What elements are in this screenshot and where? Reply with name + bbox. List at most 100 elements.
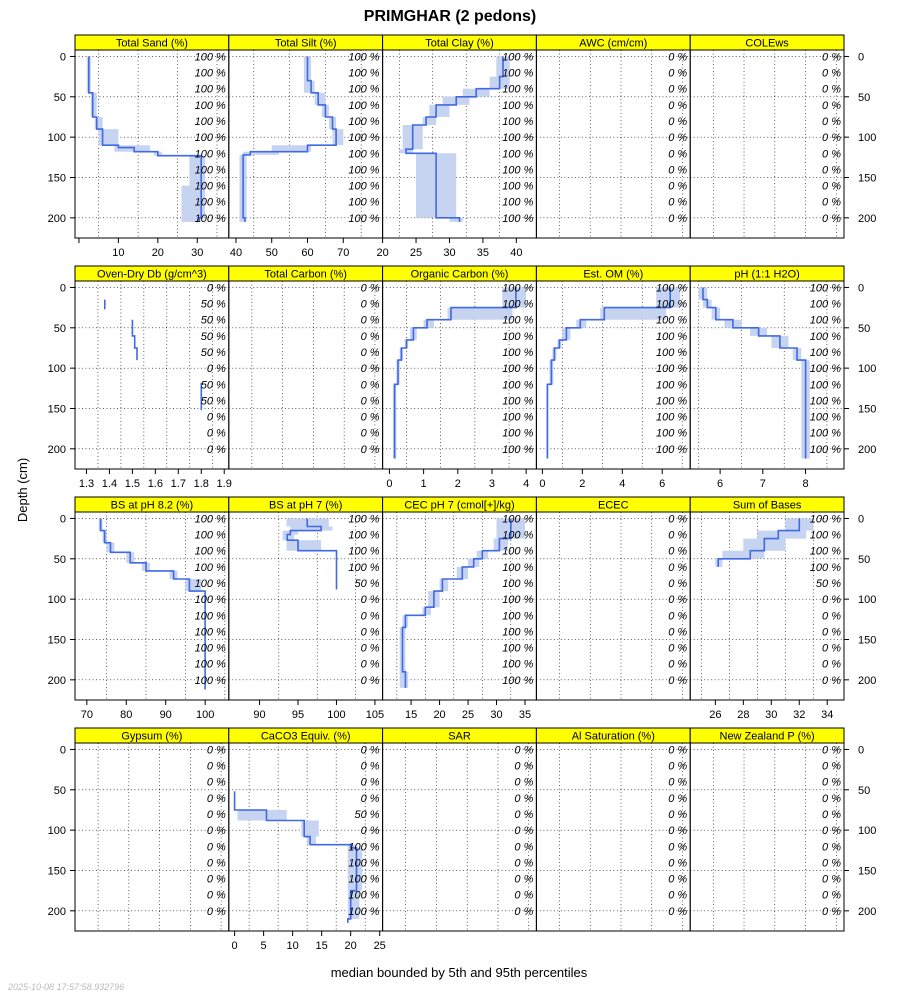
data-percent-label: 100 % <box>656 331 687 343</box>
data-percent-label: 0 % <box>361 428 380 440</box>
median-line <box>233 791 358 923</box>
data-percent-label: 100 % <box>348 148 379 160</box>
data-percent-label: 50 % <box>201 315 226 327</box>
median-line <box>242 56 337 222</box>
data-percent-label: 0 % <box>514 874 533 886</box>
data-percent-label: 0 % <box>361 761 380 773</box>
data-percent-label: 0 % <box>668 116 687 128</box>
data-percent-label: 100 % <box>502 395 533 407</box>
median-line <box>88 56 202 222</box>
data-percent-label: 100 % <box>502 315 533 327</box>
data-percent-label: 100 % <box>502 132 533 144</box>
x-tick-label: 2 <box>579 478 585 490</box>
y-tick-label-right: 150 <box>858 634 876 646</box>
panel-title: Total Clay (%) <box>425 38 493 50</box>
data-percent-label: 100 % <box>195 68 226 80</box>
depth-axis-row-3: 0 0 50 50 100 100 150 150 200 200 <box>48 744 877 917</box>
data-percent-label: 100 % <box>502 116 533 128</box>
x-tick-label: 6 <box>717 478 723 490</box>
data-percent-label: 100 % <box>810 282 841 294</box>
data-percent-label: 0 % <box>668 610 687 622</box>
panel-7: Organic Carbon (%)100 %100 %100 %100 %10… <box>382 265 537 490</box>
data-percent-label: 100 % <box>348 874 379 886</box>
data-percent-label: 100 % <box>348 116 379 128</box>
panel-title: COLEws <box>745 38 789 50</box>
data-percent-label: 100 % <box>195 594 226 606</box>
data-percent-label: 100 % <box>195 643 226 655</box>
median-line <box>131 319 138 361</box>
panel-1: Total Silt (%) 100 % 100 % 100 % 100 % 100 % 1… <box>228 34 384 259</box>
data-percent-label: 100 % <box>810 546 841 558</box>
x-tick-label: 70 <box>81 709 93 721</box>
panel-title: Total Silt (%) <box>275 38 337 50</box>
timestamp: 2025-10-08 17:57:58.932796 <box>7 982 124 992</box>
percentile-band <box>282 518 337 590</box>
panel-0: Total Sand (%) 100 % 100 % 100 % 100 % 100 % 1… <box>74 34 230 259</box>
data-percent-label: 0 % <box>668 578 687 590</box>
depth-axis-row-0: 0 0 50 50 100 100 150 150 200 200 <box>48 51 877 224</box>
data-percent-label: 100 % <box>502 347 533 359</box>
panel-11: BS at pH 7 (%) 100 % 100 % 100 % 100 % 50 % 0 … <box>228 496 384 721</box>
data-percent-label: 100 % <box>810 513 841 525</box>
panel-title: BS at pH 8.2 (%) <box>111 500 194 512</box>
data-percent-label: 0 % <box>207 857 226 869</box>
data-percent-label: 100 % <box>810 530 841 542</box>
data-percent-label: 100 % <box>348 530 379 542</box>
data-percent-label: 0 % <box>822 874 841 886</box>
data-percent-label: 100 % <box>502 412 533 424</box>
data-percent-label: 100 % <box>810 444 841 456</box>
x-tick-label: 28 <box>737 709 749 721</box>
y-tick-label-left: 50 <box>54 323 66 335</box>
percentile-band <box>98 518 206 690</box>
data-percent-label: 0 % <box>361 643 380 655</box>
data-percent-label: 100 % <box>195 148 226 160</box>
data-percent-label: 0 % <box>822 857 841 869</box>
y-tick-label-right: 100 <box>858 132 876 144</box>
panel-title: pH (1:1 H2O) <box>734 269 799 281</box>
y-tick-label-left: 200 <box>48 444 66 456</box>
y-tick-label-left: 50 <box>54 92 66 104</box>
data-percent-label: 0 % <box>207 761 226 773</box>
panel-title: Est. OM (%) <box>583 269 643 281</box>
data-percent-label: 0 % <box>822 213 841 225</box>
data-percent-label: 100 % <box>502 659 533 671</box>
y-tick-label-left: 150 <box>48 172 66 184</box>
x-tick-label: 30 <box>443 247 455 259</box>
x-tick-label: 35 <box>519 709 531 721</box>
y-tick-label-left: 0 <box>60 744 66 756</box>
x-tick-label: 1.4 <box>102 478 117 490</box>
data-percent-label: 100 % <box>348 857 379 869</box>
data-percent-label: 0 % <box>668 100 687 112</box>
data-percent-label: 0 % <box>361 282 380 294</box>
data-percent-label: 0 % <box>822 148 841 160</box>
panel-grid-lines <box>690 50 844 238</box>
y-tick-label-left: 200 <box>48 213 66 225</box>
panel-19: New Zealand P (%) 0 % 0 % 0 % 0 % 0 % 0 % 0 % 0 … <box>689 727 845 932</box>
median-line <box>546 287 672 459</box>
data-percent-label: 0 % <box>668 761 687 773</box>
panel-10: BS at pH 8.2 (%)100 %100 %100 %100 %100 … <box>74 496 230 721</box>
data-percent-label: 100 % <box>502 51 533 63</box>
data-percent-label: 100 % <box>502 610 533 622</box>
data-percent-label: 0 % <box>361 777 380 789</box>
data-percent-label: 0 % <box>668 675 687 687</box>
panel-3: AWC (cm/cm) 0 % 0 % 0 % 0 % 0 % 0 % 0 % 0 % 0 % 0 … <box>535 34 691 239</box>
data-percent-label: 0 % <box>822 626 841 638</box>
data-percent-label: 100 % <box>502 181 533 193</box>
panel-data <box>715 518 814 567</box>
percentile-band <box>392 287 527 459</box>
data-percent-label: 50 % <box>201 299 226 311</box>
panel-title: New Zealand P (%) <box>720 731 815 743</box>
x-axis-label: median bounded by 5th and 95th percentil… <box>331 965 588 980</box>
y-tick-label-left: 0 <box>60 51 66 63</box>
y-tick-label-right: 50 <box>858 785 870 797</box>
panel-12: CEC pH 7 (cmol[+]/kg)100 %100 %100 %100 … <box>382 496 537 721</box>
x-tick-label: 40 <box>230 247 242 259</box>
data-percent-label: 100 % <box>348 906 379 918</box>
data-percent-label: 0 % <box>361 299 380 311</box>
data-percent-label: 100 % <box>810 315 841 327</box>
x-tick-label: 2 <box>455 478 461 490</box>
data-percent-label: 0 % <box>361 626 380 638</box>
y-tick-label-right: 200 <box>858 675 876 687</box>
y-tick-label-left: 100 <box>48 363 66 375</box>
